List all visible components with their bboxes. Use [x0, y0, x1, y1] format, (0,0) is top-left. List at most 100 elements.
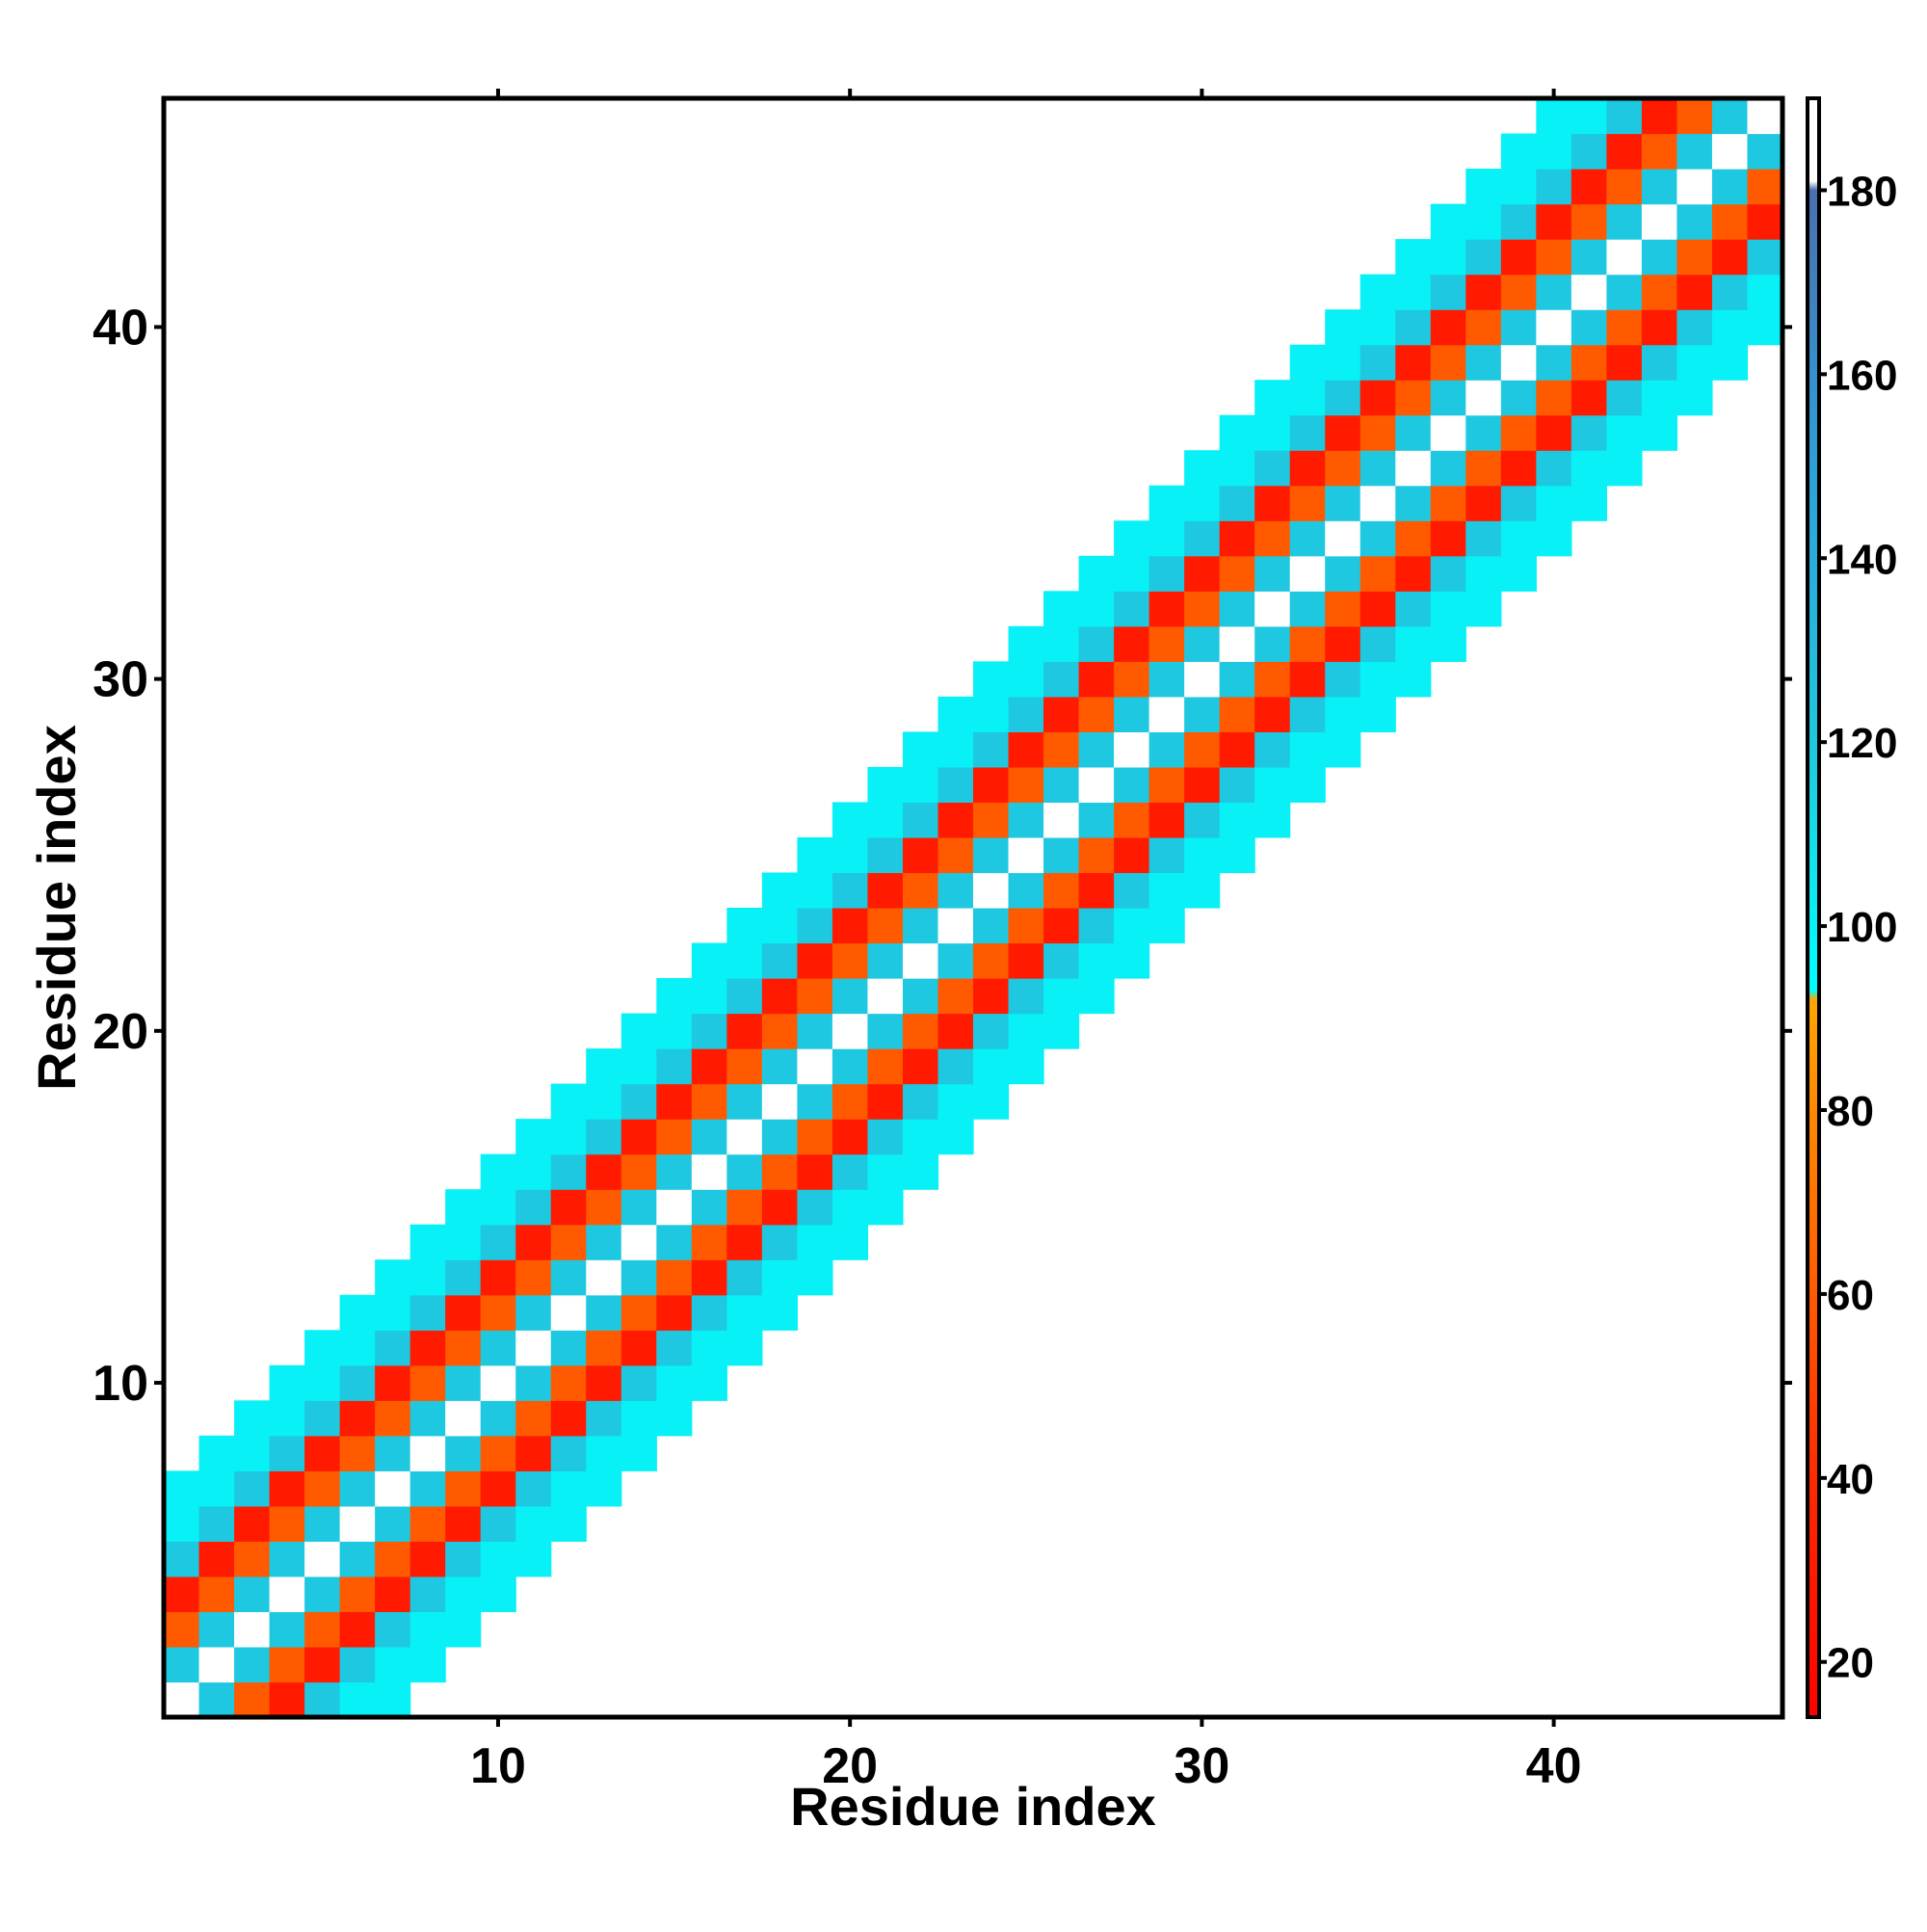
- heatmap-cell: [269, 1364, 305, 1401]
- heatmap-cell: [1219, 555, 1255, 592]
- heatmap-cell: [1008, 766, 1044, 804]
- heatmap-cell: [620, 1119, 657, 1155]
- heatmap-cell: [1219, 731, 1255, 768]
- heatmap-cell: [832, 1153, 869, 1190]
- heatmap-cell: [1395, 414, 1432, 451]
- heatmap-cell: [409, 1505, 446, 1542]
- heatmap-cell: [1465, 239, 1502, 276]
- heatmap-cell: [480, 1470, 516, 1507]
- heatmap-cell: [1359, 414, 1396, 451]
- heatmap-cell: [1254, 414, 1291, 451]
- y-tick-label: 40: [92, 300, 148, 356]
- heatmap-cell: [480, 1505, 516, 1542]
- heatmap-cell: [586, 1119, 622, 1155]
- heatmap-cell: [550, 1330, 587, 1366]
- heatmap-cell: [375, 1470, 411, 1507]
- heatmap-cell: [691, 1013, 727, 1049]
- heatmap-cell: [409, 1575, 446, 1613]
- heatmap-cell: [1359, 555, 1396, 592]
- heatmap-cell: [1184, 520, 1221, 557]
- heatmap-cell: [550, 1119, 587, 1155]
- heatmap-cell: [586, 1470, 622, 1507]
- heatmap-cell: [409, 1364, 446, 1401]
- heatmap-cell: [1148, 591, 1185, 627]
- heatmap-cell: [867, 802, 904, 838]
- heatmap-cell: [480, 1294, 516, 1331]
- heatmap-cell: [867, 836, 904, 874]
- heatmap-cell: [1008, 908, 1044, 944]
- heatmap-cell: [1114, 696, 1150, 732]
- heatmap-cell: [1711, 239, 1749, 276]
- heatmap-cell: [1676, 133, 1713, 170]
- heatmap-cell: [1114, 872, 1150, 909]
- heatmap-cell: [691, 942, 727, 979]
- heatmap-cell: [867, 766, 904, 804]
- heatmap-cell: [867, 1153, 904, 1190]
- heatmap-cell: [234, 1541, 271, 1577]
- heatmap-cell: [832, 1048, 869, 1085]
- heatmap-cell: [1078, 872, 1115, 909]
- heatmap-cell: [1254, 661, 1291, 698]
- heatmap-cell: [586, 1294, 622, 1331]
- heatmap-cell: [234, 1646, 271, 1683]
- colorbar-tick-label: 80: [1827, 1088, 1874, 1135]
- heatmap-cell: [198, 1575, 235, 1613]
- heatmap-cell: [1254, 696, 1291, 732]
- heatmap-cell: [1148, 731, 1185, 768]
- heatmap-cell: [1289, 520, 1326, 557]
- heatmap-cell: [1395, 274, 1432, 310]
- heatmap-cell: [1219, 520, 1255, 557]
- heatmap-cell: [620, 1330, 657, 1366]
- heatmap-cell: [1430, 239, 1466, 276]
- heatmap-cell: [339, 1330, 376, 1366]
- heatmap-cell: [973, 836, 1010, 874]
- heatmap-cell: [973, 978, 1010, 1015]
- x-tick-label: 10: [470, 1738, 526, 1794]
- heatmap-cell: [832, 1189, 869, 1226]
- heatmap-cell: [1747, 239, 1783, 276]
- y-axis-ticks: 10 20 30 40: [92, 300, 1792, 1412]
- heatmap-cell: [269, 1435, 305, 1471]
- heatmap-cell: [1465, 203, 1502, 240]
- heatmap-cell: [586, 1330, 622, 1366]
- heatmap-cell: [339, 1400, 376, 1437]
- heatmap-cell: [515, 1505, 552, 1542]
- heatmap-cell: [550, 1259, 587, 1296]
- heatmap-cell: [1043, 908, 1080, 944]
- heatmap-cell: [620, 1013, 657, 1049]
- heatmap-cell: [1430, 591, 1466, 627]
- heatmap-cell: [234, 1400, 271, 1437]
- heatmap-cell: [550, 1505, 587, 1542]
- heatmap-cell: [937, 978, 974, 1015]
- heatmap-cell: [726, 942, 763, 979]
- heatmap-cell: [1148, 485, 1185, 521]
- heatmap-cell: [973, 872, 1010, 909]
- heatmap-cell: [1606, 414, 1643, 451]
- heatmap-cell: [1289, 731, 1326, 768]
- heatmap-cell: [480, 1575, 516, 1613]
- colorbar-tick-label: 60: [1827, 1272, 1874, 1319]
- heatmap-cell: [1747, 274, 1783, 310]
- heatmap-cell: [1430, 555, 1466, 592]
- heatmap-cell: [937, 872, 974, 909]
- heatmap-cell: [973, 802, 1010, 838]
- heatmap-cell: [304, 1364, 341, 1401]
- heatmap-cell: [1148, 872, 1185, 909]
- colorbar-tick-label: 40: [1827, 1456, 1874, 1503]
- heatmap-cell: [409, 1611, 446, 1648]
- x-axis-title: Residue index: [790, 1776, 1156, 1837]
- heatmap-cell: [1114, 555, 1150, 592]
- heatmap-cell: [409, 1435, 446, 1471]
- heatmap-cell: [1114, 625, 1150, 662]
- heatmap-cell: [1043, 591, 1080, 627]
- heatmap-cell: [1395, 485, 1432, 521]
- heatmap-cell: [1641, 380, 1678, 416]
- heatmap-cell: [1571, 98, 1607, 135]
- heatmap-cell: [1148, 836, 1185, 874]
- heatmap-cell: [656, 1224, 693, 1260]
- heatmap-cell: [1500, 203, 1537, 240]
- heatmap-cell: [1747, 133, 1783, 170]
- heatmap-cell: [1395, 591, 1432, 627]
- heatmap-cell: [1465, 485, 1502, 521]
- heatmap-cell: [339, 1541, 376, 1577]
